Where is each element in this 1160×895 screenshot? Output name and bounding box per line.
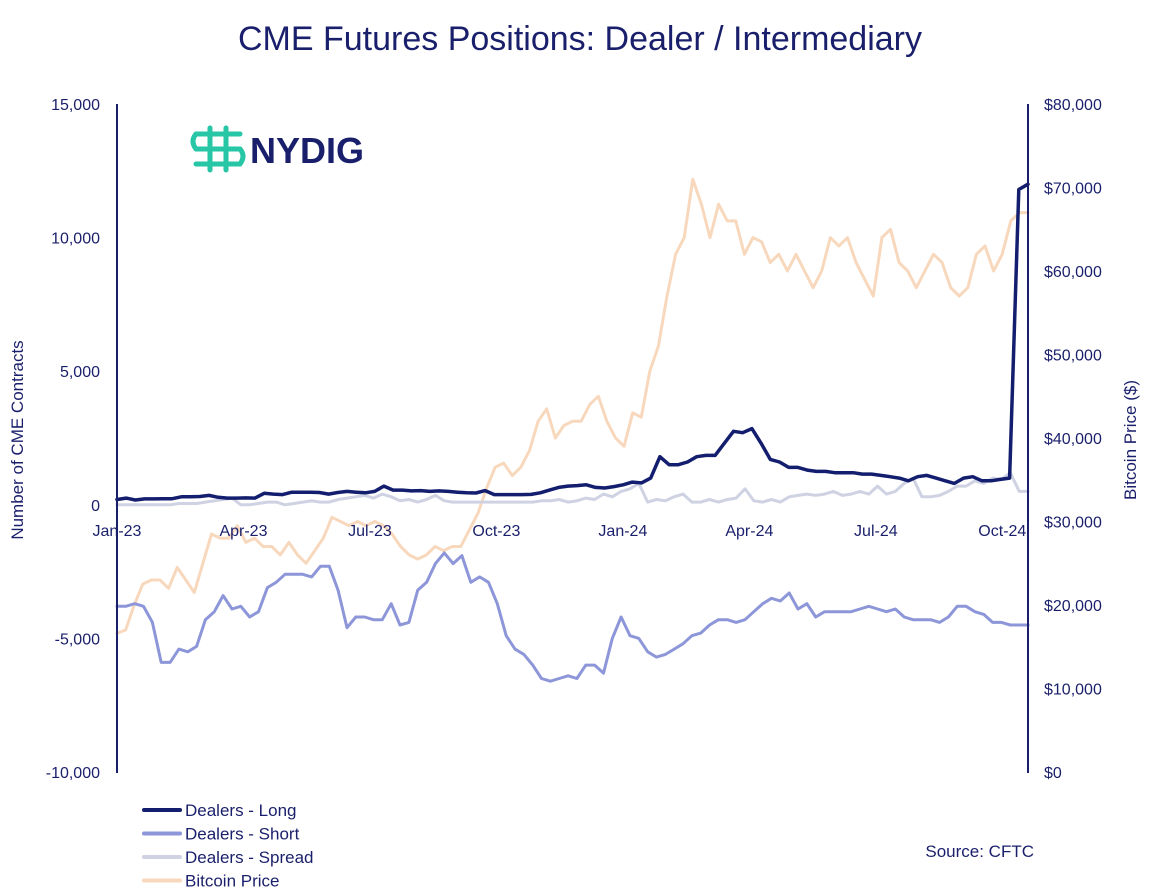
series-line-bitcoin-price <box>115 177 1030 635</box>
nydig-logo: NYDIG <box>190 125 364 173</box>
x-tick-label: Jul-24 <box>854 523 898 540</box>
right-tick-label: $0 <box>1044 765 1062 782</box>
x-tick-label: Apr-24 <box>725 523 773 540</box>
series-line-dealers-spread <box>115 471 1030 507</box>
series-line-dealers-short <box>115 551 1030 683</box>
left-tick-label: 15,000 <box>51 97 100 114</box>
right-tick-label: $20,000 <box>1044 598 1102 615</box>
series-layer <box>115 177 1030 683</box>
x-tick-label: Apr-23 <box>219 523 267 540</box>
right-tick-label: $30,000 <box>1044 515 1102 532</box>
right-axis-title: Bitcoin Price ($) <box>1121 380 1140 500</box>
legend-item: Dealers - Short <box>142 825 300 844</box>
chart-title: CME Futures Positions: Dealer / Intermed… <box>238 20 922 58</box>
x-axis-ticks: Jan-23 Apr-23 Jul-23 Oct-23 Jan-24 Apr-24 Jul-… <box>93 523 1027 540</box>
left-tick-label: 5,000 <box>60 364 100 381</box>
legend-item: Dealers - Spread <box>142 848 314 867</box>
left-tick-label: 0 <box>91 498 100 515</box>
x-tick-label: Jan-24 <box>598 523 647 540</box>
right-tick-label: $70,000 <box>1044 181 1102 198</box>
right-tick-label: $50,000 <box>1044 348 1102 365</box>
x-tick-label: Jul-23 <box>348 523 392 540</box>
x-tick-label: Jan-23 <box>93 523 142 540</box>
source-note: Source: CFTC <box>925 842 1034 861</box>
left-tick-label: -10,000 <box>46 765 100 782</box>
legend-label: Dealers - Spread <box>185 848 314 867</box>
left-axis-ticks: 15,000 10,000 5,000 0 -5,000 -10,000 <box>46 97 100 782</box>
left-tick-label: 10,000 <box>51 231 100 248</box>
nydig-logo-text: NYDIG <box>250 130 364 171</box>
legend-label: Dealers - Long <box>185 801 297 820</box>
legend-label: Bitcoin Price <box>185 872 279 891</box>
x-tick-label: Oct-24 <box>978 523 1026 540</box>
series-line-dealers-long <box>115 182 1030 502</box>
right-tick-label: $60,000 <box>1044 264 1102 281</box>
nydig-logo-icon <box>190 125 246 173</box>
right-tick-label: $10,000 <box>1044 682 1102 699</box>
right-axis-ticks: $80,000 $70,000 $60,000 $50,000 $40,000 $30,0… <box>1044 97 1102 782</box>
left-axis-title: Number of CME Contracts <box>8 340 27 539</box>
left-tick-label: -5,000 <box>55 631 100 648</box>
legend: Dealers - Long Dealers - Short Dealers - S… <box>142 801 314 891</box>
x-tick-label: Oct-23 <box>472 523 520 540</box>
right-tick-label: $40,000 <box>1044 431 1102 448</box>
right-tick-label: $80,000 <box>1044 97 1102 114</box>
legend-item: Dealers - Long <box>142 801 297 820</box>
legend-label: Dealers - Short <box>185 825 300 844</box>
legend-item: Bitcoin Price <box>142 872 279 891</box>
